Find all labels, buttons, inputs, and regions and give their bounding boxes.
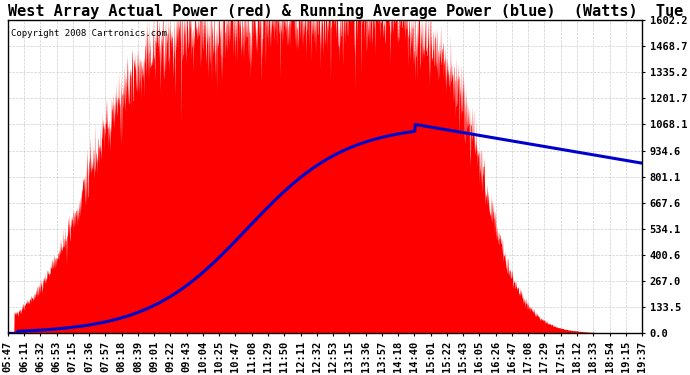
Text: West Array Actual Power (red) & Running Average Power (blue)  (Watts)  Tue May 6: West Array Actual Power (red) & Running … — [8, 3, 690, 19]
Text: Copyright 2008 Cartronics.com: Copyright 2008 Cartronics.com — [11, 29, 167, 38]
